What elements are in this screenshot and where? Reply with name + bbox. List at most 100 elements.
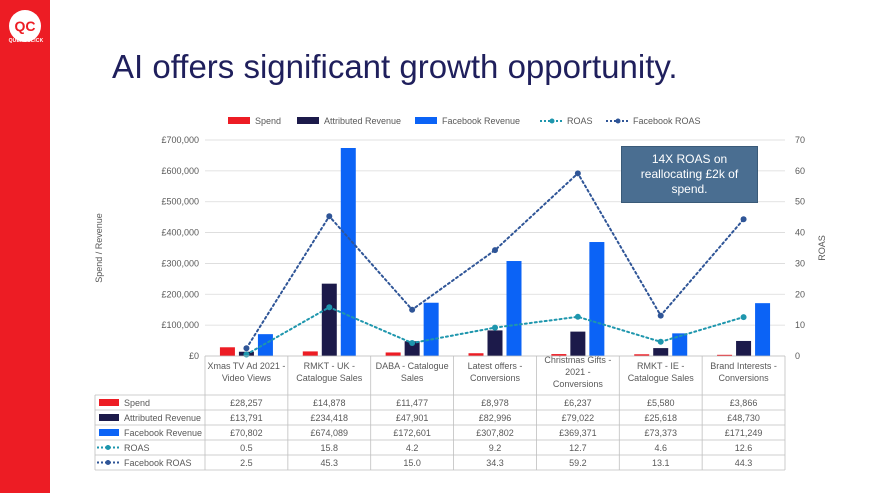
table-cell: 34.3 <box>486 458 504 468</box>
bar-spend <box>717 354 733 356</box>
point-facebook-roas <box>657 312 664 319</box>
table-cell: £234,418 <box>311 413 349 423</box>
table-series-label: Attributed Revenue <box>124 413 201 423</box>
legend-label: Facebook Revenue <box>442 116 520 126</box>
table-cell: 15.8 <box>321 443 339 453</box>
table-cell: £674,089 <box>311 428 349 438</box>
table-cell: £6,237 <box>564 398 592 408</box>
y2-tick-label: 70 <box>795 135 805 145</box>
legend-swatch <box>415 117 437 124</box>
table-series-label: Spend <box>124 398 150 408</box>
table-cell: 59.2 <box>569 458 587 468</box>
table-cell: £82,996 <box>479 413 512 423</box>
table-cell: £11,477 <box>396 398 428 408</box>
bar-attributed-revenue <box>653 348 669 356</box>
category-label: RMKT - UK - <box>304 361 355 371</box>
logo-mark: QC <box>15 18 36 34</box>
category-label: Catalogue Sales <box>628 373 695 383</box>
table-cell: 45.3 <box>321 458 339 468</box>
queryclick-logo-icon: QC <box>9 10 41 42</box>
y2-axis-label: ROAS <box>817 235 827 261</box>
table-cell: £47,901 <box>396 413 429 423</box>
bar-facebook-revenue <box>423 302 439 356</box>
table-cell: 9.2 <box>489 443 502 453</box>
y-axis-label: Spend / Revenue <box>94 213 104 283</box>
category-label: Conversions <box>719 373 770 383</box>
table-cell: 12.6 <box>735 443 753 453</box>
brand-sidebar <box>0 0 50 493</box>
point-facebook-roas <box>740 216 747 223</box>
y2-tick-label: 60 <box>795 166 805 176</box>
category-label: Brand Interests - <box>710 361 777 371</box>
y2-tick-label: 10 <box>795 320 805 330</box>
table-cell: £48,730 <box>727 413 760 423</box>
table-cell: £28,257 <box>230 398 263 408</box>
table-cell: 15.0 <box>403 458 421 468</box>
table-cell: £3,866 <box>730 398 758 408</box>
bar-facebook-revenue <box>506 261 522 356</box>
table-cell: £171,249 <box>725 428 763 438</box>
slide-title: AI offers significant growth opportunity… <box>112 48 678 85</box>
category-label: Conversions <box>470 373 521 383</box>
table-cell: £172,601 <box>393 428 431 438</box>
point-roas <box>492 324 498 331</box>
table-cell: £8,978 <box>481 398 509 408</box>
legend-swatch <box>297 117 319 124</box>
bar-attributed-revenue <box>487 330 503 356</box>
legend-swatch <box>228 117 250 124</box>
category-label: DABA - Catalogue <box>376 361 449 371</box>
y2-tick-label: 30 <box>795 258 805 268</box>
bar-spend <box>385 352 401 356</box>
point-roas <box>740 314 747 321</box>
point-facebook-roas <box>326 213 333 220</box>
y-tick-label: £500,000 <box>161 197 199 207</box>
legend-marker <box>615 118 621 124</box>
roas-callout: 14X ROAS on reallocating £2k of spend. <box>621 146 758 203</box>
legend-label: Facebook ROAS <box>633 116 701 126</box>
bar-attributed-revenue <box>570 331 586 356</box>
category-label: Conversions <box>553 379 604 389</box>
table-cell: £79,022 <box>562 413 595 423</box>
table-series-label: ROAS <box>124 443 150 453</box>
table-cell: £307,802 <box>476 428 514 438</box>
y-tick-label: £600,000 <box>161 166 199 176</box>
bar-attributed-revenue <box>736 340 752 356</box>
table-legend-swatch <box>99 414 119 421</box>
bar-facebook-revenue <box>257 334 273 356</box>
table-cell: 2.5 <box>240 458 253 468</box>
point-roas <box>409 340 416 347</box>
y-tick-label: £400,000 <box>161 228 199 238</box>
table-legend-swatch <box>99 429 119 436</box>
y2-tick-label: 0 <box>795 351 800 361</box>
category-label: Xmas TV Ad 2021 - <box>207 361 285 371</box>
category-label: Video Views <box>222 373 272 383</box>
point-facebook-roas <box>243 345 250 352</box>
table-cell: 4.2 <box>406 443 419 453</box>
table-cell: 44.3 <box>735 458 753 468</box>
y-tick-label: £200,000 <box>161 289 199 299</box>
table-series-label: Facebook Revenue <box>124 428 202 438</box>
point-facebook-roas <box>574 170 581 177</box>
legend-label: Attributed Revenue <box>324 116 401 126</box>
table-cell: 0.5 <box>240 443 253 453</box>
point-roas <box>243 351 250 358</box>
y2-tick-label: 40 <box>795 228 805 238</box>
table-legend-marker <box>105 460 111 465</box>
y-tick-label: £300,000 <box>161 258 199 268</box>
legend-label: Spend <box>255 116 281 126</box>
logo-text: QUERYCLICK <box>8 38 44 44</box>
bar-spend <box>634 354 650 356</box>
point-roas <box>574 313 581 320</box>
table-cell: £13,791 <box>230 413 263 423</box>
category-label: 2021 - <box>565 367 591 377</box>
y-tick-label: £0 <box>189 351 199 361</box>
bar-spend <box>468 353 484 356</box>
table-cell: 12.7 <box>569 443 587 453</box>
point-facebook-roas <box>492 247 498 254</box>
table-legend-marker <box>105 445 111 450</box>
category-label: RMKT - IE - <box>637 361 684 371</box>
y2-tick-label: 50 <box>795 197 805 207</box>
legend-label: ROAS <box>567 116 593 126</box>
table-cell: £14,878 <box>313 398 346 408</box>
category-label: Catalogue Sales <box>296 373 363 383</box>
